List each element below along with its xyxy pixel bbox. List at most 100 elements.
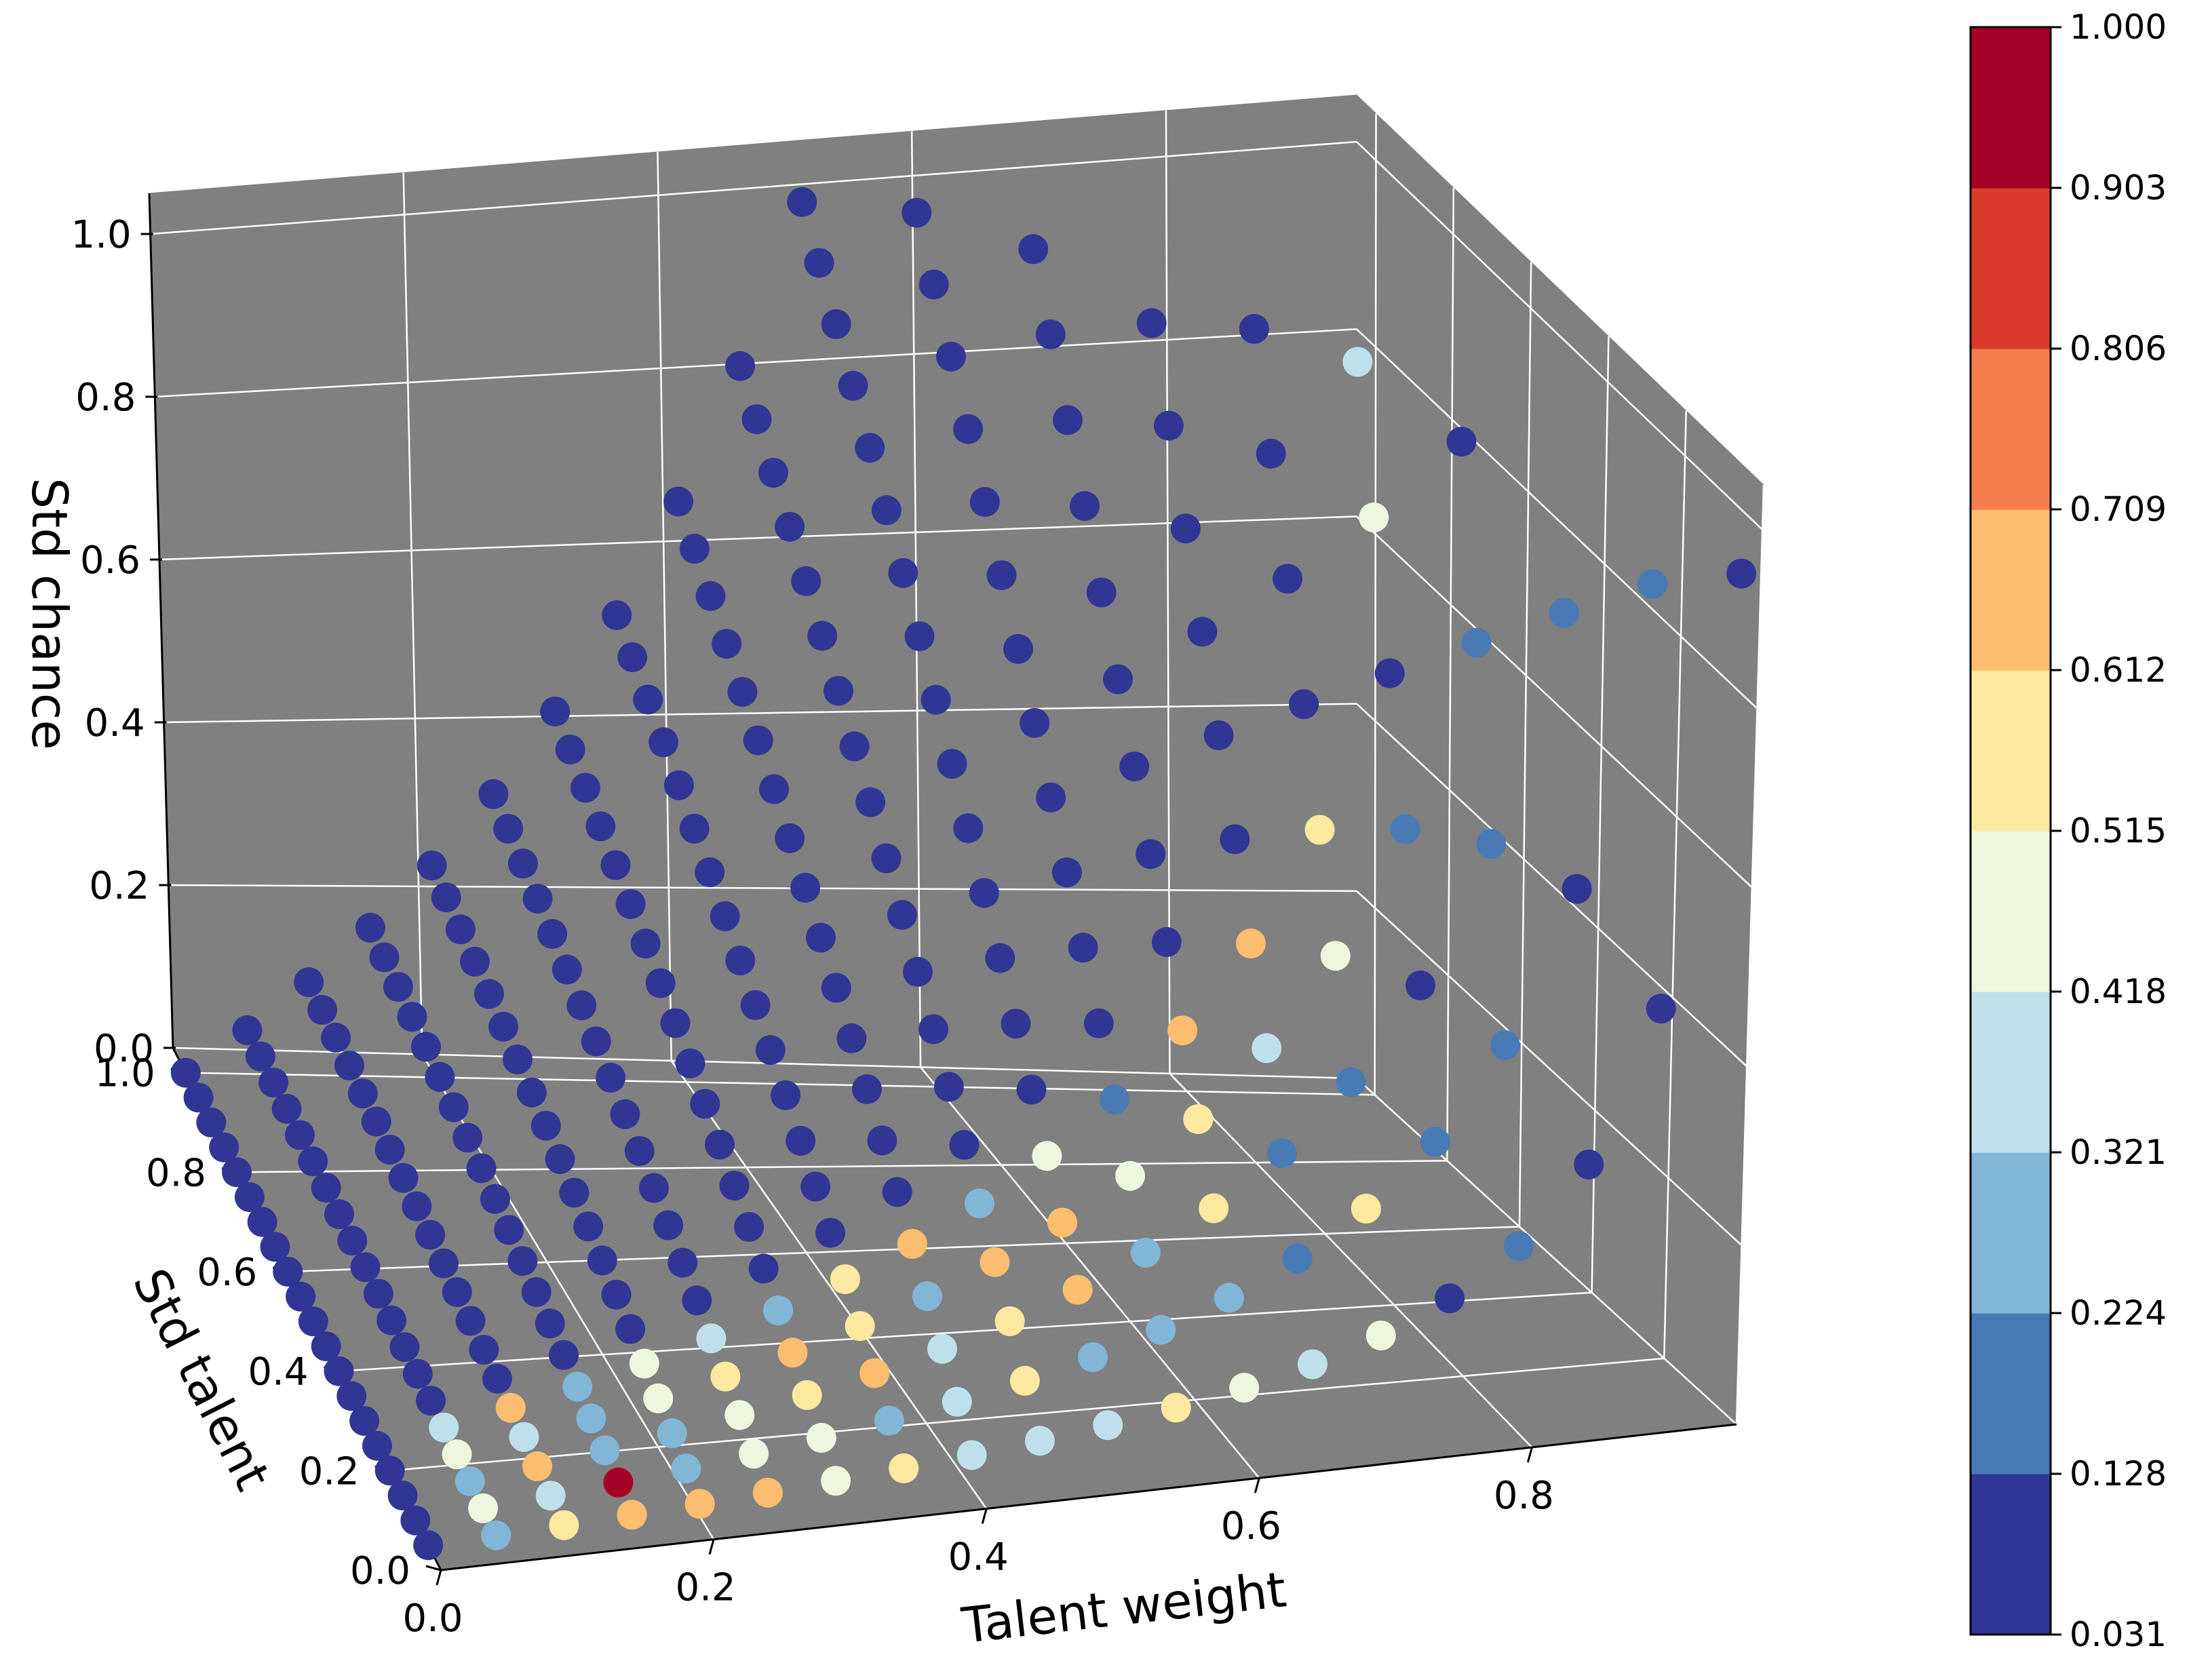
scatter-point xyxy=(1170,513,1201,544)
gridline xyxy=(1663,410,1687,1359)
gridline xyxy=(402,172,423,1055)
scatter-point xyxy=(953,813,984,844)
scatter-point xyxy=(1070,491,1100,522)
scatter-point xyxy=(1405,970,1435,1000)
z-axis-line xyxy=(148,193,174,1049)
scatter-point xyxy=(615,1314,646,1344)
y-tick-mark xyxy=(425,1565,442,1571)
scatter-point xyxy=(1052,857,1082,888)
scatter-point xyxy=(725,351,756,381)
scatter-point xyxy=(1304,815,1335,845)
scatter-point xyxy=(503,1044,532,1075)
scatter-point xyxy=(494,1215,524,1245)
scatter-point xyxy=(411,1032,441,1062)
scatter-point xyxy=(549,1340,579,1370)
scatter-point xyxy=(566,990,597,1021)
scatter-point xyxy=(1009,1365,1040,1396)
scatter-point xyxy=(1035,319,1066,349)
y-tick-label: 0.8 xyxy=(146,1151,206,1195)
scatter-point xyxy=(855,787,886,817)
scatter-point xyxy=(949,1130,980,1160)
scatter-point xyxy=(601,1279,632,1310)
scatter-point xyxy=(1289,689,1319,720)
scatter-point xyxy=(535,1481,566,1511)
scatter-point xyxy=(953,414,984,444)
scatter-point xyxy=(712,629,742,659)
scatter-point xyxy=(336,1381,367,1411)
scatter-point xyxy=(540,697,570,727)
scatter-point xyxy=(610,1099,640,1129)
z-tick-label: 0.6 xyxy=(80,539,140,583)
scatter-point xyxy=(690,1089,720,1119)
scatter-point xyxy=(734,1212,764,1242)
scatter-point xyxy=(1136,839,1166,870)
scatter-point xyxy=(460,946,490,977)
scatter-point xyxy=(482,1363,512,1394)
gridline xyxy=(1165,110,1171,1074)
scatter-point xyxy=(311,1331,341,1361)
scatter-point xyxy=(839,731,870,762)
scatter-point xyxy=(376,1305,407,1335)
scatter-point xyxy=(1136,308,1167,338)
z-tick-label: 0.2 xyxy=(89,864,149,908)
colorbar-bin xyxy=(1971,188,2051,349)
scatter-point xyxy=(196,1108,227,1137)
colorbar-tick-label: 0.612 xyxy=(2070,650,2167,690)
scatter-point xyxy=(918,1014,948,1044)
scatter-point xyxy=(1476,829,1507,859)
x-tick-label: 0.2 xyxy=(676,1566,736,1610)
scatter-point xyxy=(653,1210,684,1241)
scatter-point xyxy=(1103,664,1133,695)
gridline xyxy=(1374,113,1377,1095)
scatter-point xyxy=(1093,1410,1123,1441)
scatter-point xyxy=(1446,427,1477,457)
scatter-point xyxy=(806,922,836,953)
scatter-point xyxy=(209,1132,239,1163)
z-axis-label: Std chance xyxy=(21,477,78,749)
scatter-point xyxy=(897,1229,927,1259)
scatter-point xyxy=(1016,1074,1047,1105)
scatter-point xyxy=(1359,502,1389,532)
scatter-point xyxy=(1297,1349,1327,1380)
x-tick-mark xyxy=(708,1539,715,1555)
scatter-point xyxy=(1342,347,1373,377)
scatter-point xyxy=(183,1082,214,1113)
scatter-point xyxy=(639,1173,669,1203)
y-axis-ticks: 0.0 0.2 0.4 0.6 0.8 1.0 xyxy=(95,1052,442,1593)
scatter-point xyxy=(363,1278,393,1309)
scatter-point xyxy=(771,1080,801,1110)
scatter-point xyxy=(1047,1207,1078,1238)
gridline xyxy=(163,703,1357,724)
scatter-point xyxy=(901,197,932,228)
scatter-point xyxy=(576,1403,606,1434)
scatter-point xyxy=(429,1412,459,1443)
scatter-point xyxy=(466,1153,497,1184)
scatter-point xyxy=(1100,1085,1130,1114)
scatter-point xyxy=(555,735,585,765)
scatter-point xyxy=(1282,1243,1313,1274)
scatter-point xyxy=(755,1035,786,1066)
scatter-point xyxy=(232,1015,263,1045)
scatter-point xyxy=(980,1247,1010,1277)
colorbar-tick-label: 0.224 xyxy=(2070,1293,2167,1333)
scatter-point xyxy=(1220,824,1250,855)
z-tick-label: 0.4 xyxy=(85,701,145,745)
scatter-point xyxy=(836,1023,867,1053)
scatter-point xyxy=(800,1171,831,1202)
scatter-point xyxy=(551,954,582,985)
scatter-point xyxy=(1001,1009,1031,1039)
x-tick-mark xyxy=(1526,1447,1533,1463)
scatter-point xyxy=(349,1406,380,1436)
scatter-point xyxy=(388,1163,419,1193)
scatter-point xyxy=(643,1383,674,1413)
scatter-point xyxy=(298,1306,328,1337)
scatter-point xyxy=(521,1277,551,1308)
scatter-point xyxy=(549,1510,579,1540)
scatter-point xyxy=(645,968,676,998)
scatter-point xyxy=(587,1245,617,1276)
x-tick-label: 0.8 xyxy=(1494,1474,1554,1518)
scatter-point xyxy=(786,1125,816,1156)
y-tick-label: 0.0 xyxy=(350,1549,410,1593)
x-tick-mark xyxy=(1254,1477,1260,1493)
